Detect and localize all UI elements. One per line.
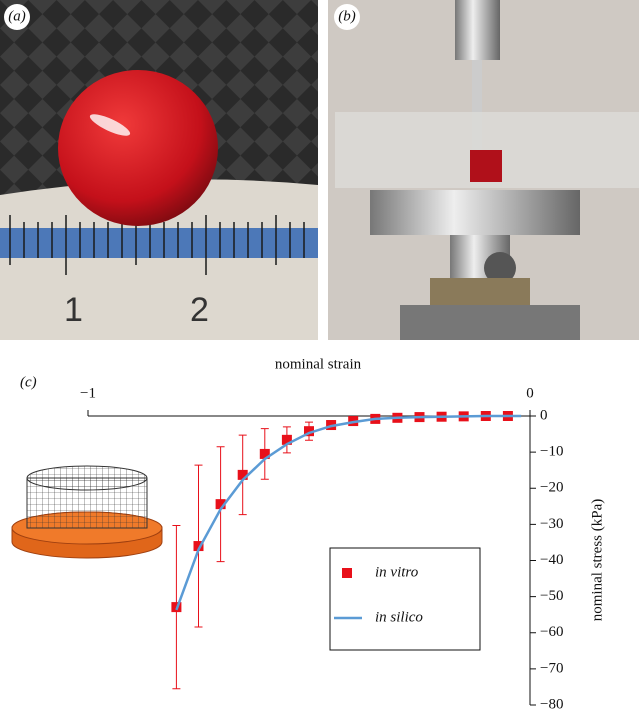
photo-b: (b) (328, 0, 639, 340)
svg-text:2: 2 (190, 291, 209, 329)
x-axis-title: nominal strain (275, 356, 362, 372)
panel-label: (b) (338, 8, 356, 24)
x-tick-label: 0 (526, 385, 534, 401)
y-tick-label: −20 (540, 480, 563, 496)
legend-label: in vitro (375, 564, 419, 580)
marker (259, 448, 270, 459)
legend-label: in silico (375, 609, 423, 625)
y-tick-label: −50 (540, 588, 563, 604)
legend-box (329, 547, 481, 651)
marker (237, 469, 248, 480)
y-tick-label: −80 (540, 696, 563, 712)
y-axis-title: nominal stress (kPa) (589, 499, 605, 621)
line (175, 414, 522, 611)
marker (304, 426, 314, 437)
panel-label: (c) (20, 374, 37, 390)
plot: −1 00−10−20−30−40−50−60−70−80 (80, 385, 563, 712)
y-tick-label: −10 (540, 444, 563, 460)
marker (193, 541, 204, 552)
y-tick-label: −40 (540, 552, 563, 568)
y-tick-label: −70 (540, 660, 563, 676)
mesh-illustration (11, 465, 163, 559)
marker (281, 434, 292, 445)
photo-a: 1 2 (a) (0, 0, 318, 340)
panel-label: (a) (8, 8, 26, 24)
svg-text:1: 1 (64, 291, 83, 329)
legend-swatch (342, 568, 352, 578)
y-tick-label: 0 (540, 407, 548, 423)
marker (215, 499, 226, 510)
x-tick-label: −1 (80, 385, 96, 401)
y-tick-label: −60 (540, 624, 563, 640)
y-tick-label: −30 (540, 516, 563, 532)
